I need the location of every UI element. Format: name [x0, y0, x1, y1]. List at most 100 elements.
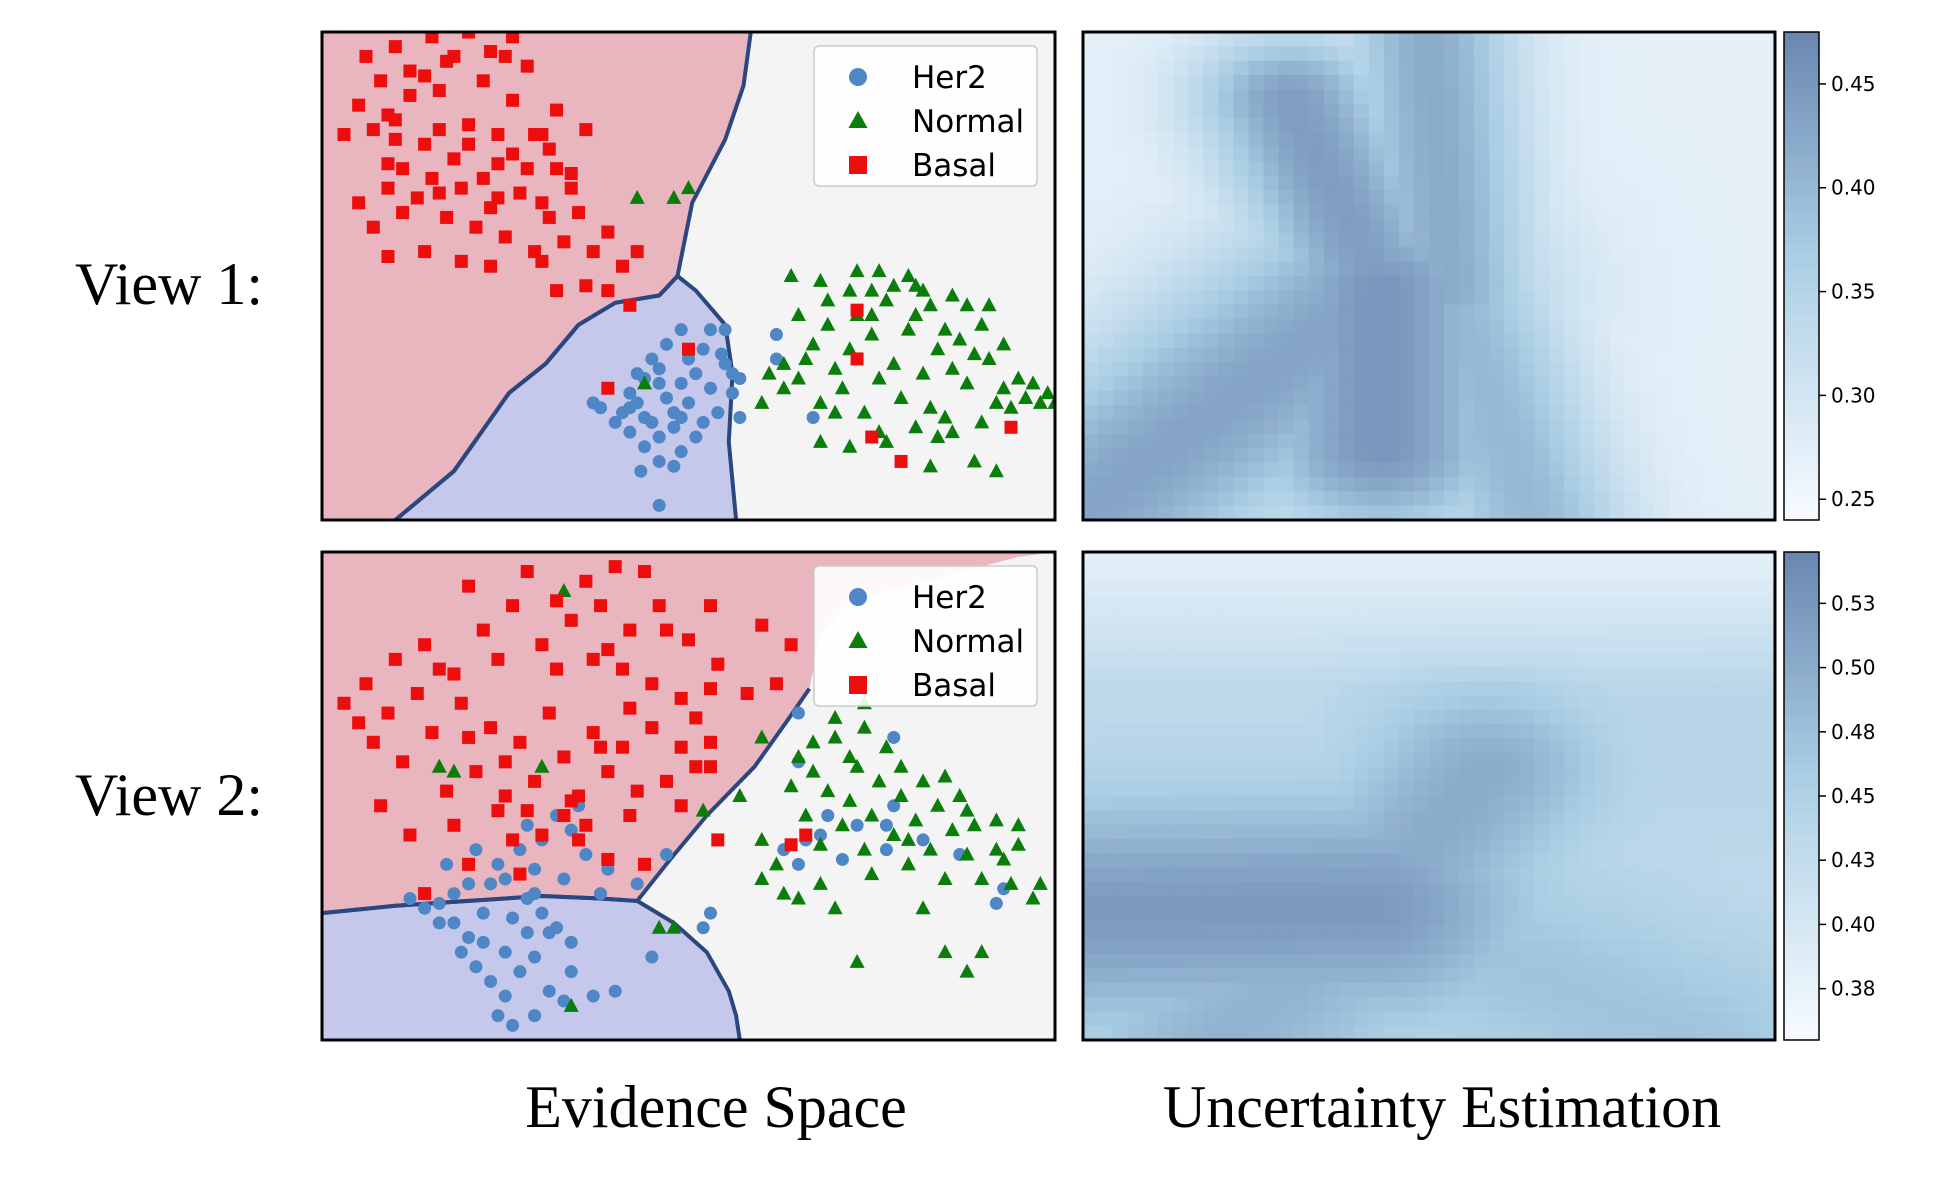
- heat-cell: [1128, 390, 1144, 406]
- normal-point: [842, 341, 858, 356]
- heat-cell: [1489, 580, 1505, 596]
- heat-cell: [1639, 448, 1656, 464]
- heat-cell: [1113, 896, 1129, 912]
- heat-cell: [1113, 882, 1129, 898]
- normal-point: [1010, 817, 1026, 832]
- heat-cell: [1669, 476, 1686, 492]
- heat-cell: [1459, 839, 1475, 855]
- heat-cell: [1609, 376, 1626, 392]
- heat-cell: [1564, 566, 1581, 582]
- legend-label-normal: Normal: [912, 104, 1024, 140]
- heat-cell: [1203, 261, 1220, 277]
- heat-cell: [1263, 996, 1280, 1012]
- heat-cell: [1714, 60, 1731, 76]
- heat-cell: [1128, 781, 1144, 797]
- heat-cell: [1729, 638, 1746, 654]
- heat-cell: [1744, 60, 1761, 76]
- heat-cell: [1353, 319, 1370, 335]
- colorbar-step: [1784, 730, 1819, 740]
- heat-cell: [1639, 867, 1656, 883]
- heat-cell: [1714, 433, 1731, 449]
- heat-cell: [1429, 204, 1445, 220]
- heat-cell: [1429, 46, 1445, 62]
- heat-cell: [1429, 882, 1445, 898]
- normal-point: [915, 773, 931, 788]
- heat-cell: [1083, 46, 1099, 62]
- heat-cell: [1248, 638, 1265, 654]
- heat-cell: [1113, 652, 1129, 668]
- heat-cell: [1293, 161, 1310, 177]
- basal-point: [601, 381, 615, 395]
- her2-point: [660, 848, 674, 862]
- basal-point: [601, 852, 615, 866]
- heat-cell: [1669, 132, 1686, 148]
- heat-cell: [1444, 491, 1460, 507]
- heat-cell: [1158, 376, 1174, 392]
- row-label-view-2: View 2:: [75, 762, 263, 828]
- heat-cell: [1534, 882, 1551, 898]
- heat-cell: [1323, 462, 1340, 478]
- heat-cell: [1188, 609, 1205, 625]
- heat-cell: [1323, 681, 1340, 697]
- heat-cell: [1368, 982, 1385, 998]
- heat-cell: [1624, 32, 1641, 48]
- heat-cell: [1173, 276, 1189, 292]
- heat-cell: [1263, 896, 1280, 912]
- heat-cell: [1654, 882, 1671, 898]
- heat-cell: [1519, 867, 1535, 883]
- heat-cell: [1158, 552, 1174, 568]
- heat-cell: [1398, 390, 1415, 406]
- heat-cell: [1654, 189, 1671, 205]
- heat-cell: [1128, 118, 1144, 134]
- heat-cell: [1308, 433, 1325, 449]
- heat-cell: [1489, 476, 1505, 492]
- heat-cell: [1338, 623, 1355, 639]
- heat-cell: [1459, 419, 1475, 435]
- heat-cell: [1639, 390, 1656, 406]
- heat-cell: [1098, 709, 1114, 725]
- heat-cell: [1654, 462, 1671, 478]
- normal-point: [629, 189, 645, 204]
- heat-cell: [1368, 752, 1385, 768]
- basal-point: [366, 123, 380, 137]
- heat-cell: [1203, 103, 1220, 119]
- heat-cell: [1278, 810, 1295, 826]
- heat-cell: [1248, 146, 1265, 162]
- heat-cell: [1338, 204, 1355, 220]
- heat-cell: [1444, 652, 1460, 668]
- heat-cell: [1353, 910, 1370, 926]
- heat-cell: [1083, 276, 1099, 292]
- colorbar-step: [1784, 592, 1819, 602]
- heat-cell: [1203, 390, 1220, 406]
- heat-cell: [1278, 103, 1295, 119]
- heat-cell: [1639, 376, 1656, 392]
- heat-cell: [1504, 132, 1520, 148]
- heat-cell: [1308, 75, 1325, 91]
- heat-cell: [1413, 247, 1430, 263]
- heat-cell: [1413, 752, 1430, 768]
- heat-cell: [1278, 968, 1295, 984]
- heat-cell: [1429, 810, 1445, 826]
- heat-cell: [1263, 132, 1280, 148]
- heat-cell: [1413, 781, 1430, 797]
- heat-cell: [1098, 247, 1114, 263]
- normal-point: [776, 355, 792, 370]
- heat-cell: [1729, 752, 1746, 768]
- heat-cell: [1308, 752, 1325, 768]
- heat-cell: [1654, 1025, 1671, 1040]
- heat-cell: [1714, 189, 1731, 205]
- heat-cell: [1098, 476, 1114, 492]
- heat-cell: [1759, 709, 1775, 725]
- heat-cell: [1383, 261, 1400, 277]
- heat-cell: [1549, 595, 1566, 611]
- heat-cell: [1293, 767, 1310, 783]
- heat-cell: [1519, 796, 1535, 812]
- heat-cell: [1233, 681, 1250, 697]
- heat-cell: [1444, 103, 1460, 119]
- heat-cell: [1278, 60, 1295, 76]
- heat-cell: [1459, 218, 1475, 234]
- heat-cell: [1594, 448, 1611, 464]
- heat-cell: [1549, 175, 1566, 191]
- heat-cell: [1203, 448, 1220, 464]
- heat-cell: [1579, 476, 1596, 492]
